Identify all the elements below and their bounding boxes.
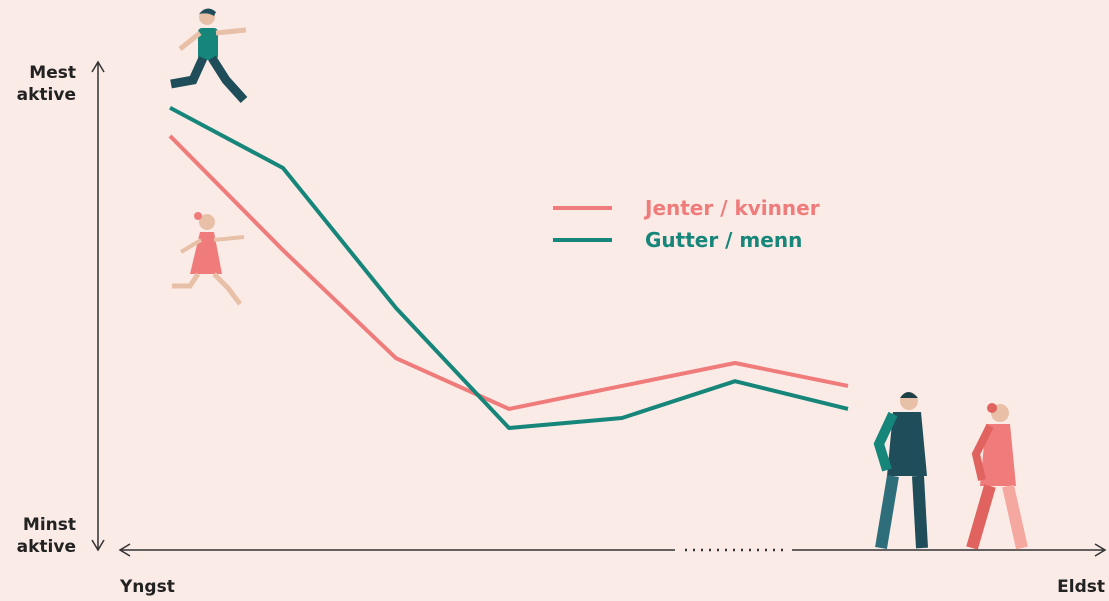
y-label-bottom: Minst aktive bbox=[16, 515, 76, 557]
boy-runner bbox=[170, 8, 248, 104]
arrow bbox=[1094, 543, 1107, 557]
series-line bbox=[168, 134, 849, 411]
arrow bbox=[91, 539, 105, 552]
x-label-left: Yngst bbox=[120, 577, 175, 597]
legend-label: Gutter / menn bbox=[645, 228, 802, 252]
legend-label: Jenter / kvinner bbox=[643, 196, 820, 220]
woman-walker bbox=[966, 403, 1028, 550]
arrow bbox=[91, 60, 105, 73]
arrow bbox=[118, 543, 131, 557]
man-walker bbox=[873, 392, 928, 549]
series-line bbox=[169, 105, 849, 431]
axes bbox=[91, 60, 1107, 557]
x-label-right: Eldst bbox=[1057, 577, 1105, 597]
girl-runner bbox=[172, 212, 245, 306]
y-label-top: Mest aktive bbox=[16, 63, 76, 105]
